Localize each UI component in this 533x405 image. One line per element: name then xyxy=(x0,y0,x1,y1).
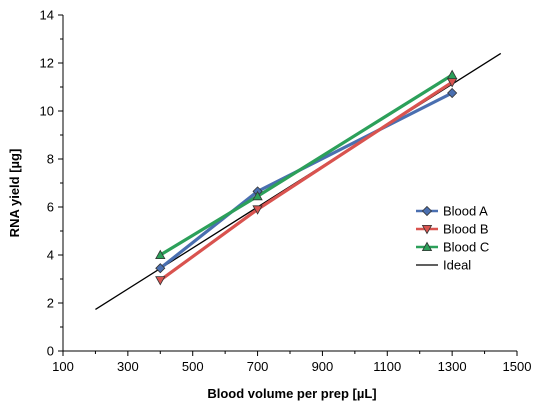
x-tick-label-1500: 1500 xyxy=(503,359,532,374)
x-tick-label-100: 100 xyxy=(52,359,74,374)
point-blood-c-2 xyxy=(446,69,458,79)
legend-label-blood-a: Blood A xyxy=(443,204,488,219)
axes xyxy=(62,15,517,352)
x-tick-label-900: 900 xyxy=(312,359,334,374)
x-tick-label-1300: 1300 xyxy=(438,359,467,374)
y-tick-label-2: 2 xyxy=(47,296,54,311)
point-blood-a-2 xyxy=(447,87,458,99)
y-tick-label-12: 12 xyxy=(40,56,54,71)
y-tick-label-10: 10 xyxy=(40,104,54,119)
y-tick-label-8: 8 xyxy=(47,152,54,167)
legend-marker-blood-a xyxy=(421,205,433,217)
point-blood-a-0 xyxy=(155,263,166,274)
legend-label-blood-c: Blood C xyxy=(443,240,489,255)
y-tick-label-4: 4 xyxy=(47,248,54,263)
legend-marker-blood-b xyxy=(421,225,433,235)
series-line-blood-a xyxy=(159,91,453,270)
ticks: 100 300 500 700 900 1100 1300 1500 0 2 4 6 8 10 12 14 xyxy=(40,8,532,375)
x-tick-label-700: 700 xyxy=(247,359,269,374)
legend-marker-blood-c xyxy=(421,241,433,251)
legend-label-blood-b: Blood B xyxy=(443,222,489,237)
point-blood-b-1 xyxy=(252,205,263,215)
series-line-blood-b xyxy=(159,80,454,282)
point-blood-c-0 xyxy=(155,249,166,259)
legend: Blood A Blood B Blood C Ideal xyxy=(416,204,489,273)
series-group xyxy=(95,52,502,311)
point-blood-b-0 xyxy=(155,276,166,286)
point-blood-c-1 xyxy=(252,190,263,201)
y-tick-label-0: 0 xyxy=(47,344,54,359)
legend-label-ideal: Ideal xyxy=(443,258,471,273)
x-axis-title: Blood volume per prep [µL] xyxy=(207,386,376,401)
series-line-blood-c xyxy=(159,73,453,257)
y-tick-label-6: 6 xyxy=(47,200,54,215)
x-tick-label-500: 500 xyxy=(182,359,204,374)
y-tick-label-14: 14 xyxy=(40,8,54,23)
y-axis-title: RNA yield [µg] xyxy=(7,149,22,238)
x-tick-label-300: 300 xyxy=(117,359,139,374)
x-tick-label-1100: 1100 xyxy=(373,359,401,374)
